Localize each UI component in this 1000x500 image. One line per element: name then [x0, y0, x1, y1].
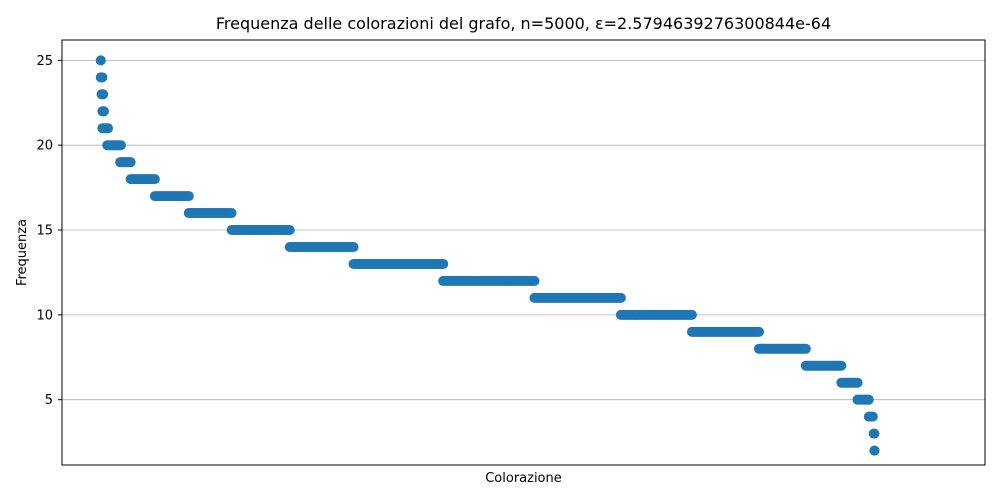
x-axis-title: Colorazione	[485, 471, 562, 486]
grid-lines	[62, 59, 985, 401]
data-point	[183, 191, 194, 202]
data-point	[125, 157, 136, 168]
data-point	[226, 208, 237, 219]
data-point	[686, 309, 697, 320]
plot-frame	[61, 39, 986, 466]
data-point	[863, 394, 874, 405]
data-point	[95, 55, 106, 66]
y-tick-label: 20	[36, 139, 53, 154]
data-point	[529, 275, 540, 286]
y-tick-label: 15	[36, 224, 53, 239]
data-point	[103, 123, 114, 134]
y-tick-label: 25	[36, 54, 53, 69]
data-point	[438, 258, 449, 269]
data-point	[867, 411, 878, 422]
data-point	[99, 106, 109, 117]
data-point	[753, 326, 764, 337]
y-axis-ticks: 5 10 15 20 25	[36, 54, 62, 408]
data-point	[284, 225, 295, 236]
data-point	[149, 174, 160, 185]
data-points	[95, 55, 880, 456]
data-point	[615, 292, 626, 303]
data-point	[97, 72, 108, 83]
y-tick-label: 10	[36, 308, 53, 323]
data-point	[869, 428, 880, 439]
data-point	[836, 360, 847, 371]
data-point	[800, 343, 811, 354]
y-axis-title: Frequenza	[15, 219, 30, 286]
data-point	[852, 377, 863, 388]
data-point	[348, 241, 359, 252]
data-point	[869, 445, 880, 456]
chart-title: Frequenza delle colorazioni del grafo, n…	[216, 14, 831, 33]
y-tick-label: 5	[45, 393, 53, 408]
data-point	[115, 140, 126, 151]
data-point	[98, 89, 109, 100]
